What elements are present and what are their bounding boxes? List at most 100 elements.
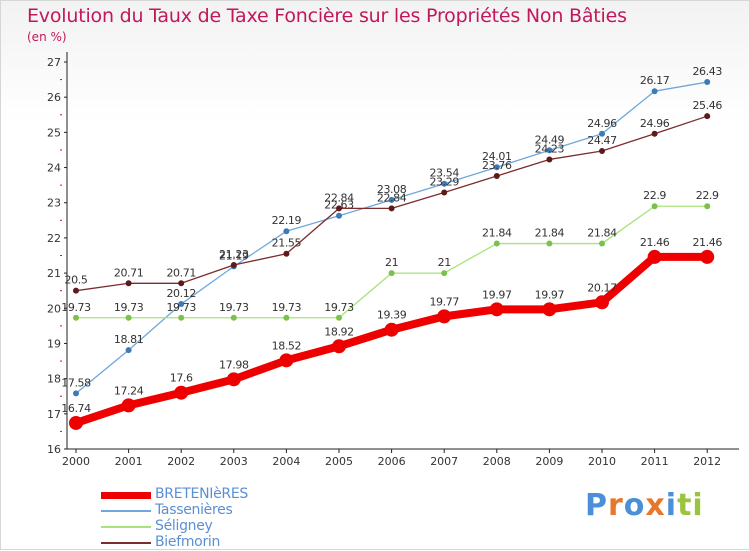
legend-label: BRETENIèRES — [155, 486, 248, 502]
data-point — [651, 88, 658, 95]
data-label: 16.74 — [61, 402, 91, 415]
data-label: 19.73 — [166, 301, 196, 314]
data-point — [437, 309, 452, 324]
data-label: 19.73 — [219, 301, 249, 314]
data-label: 21.84 — [587, 227, 617, 240]
data-label: 22.19 — [272, 214, 302, 227]
data-point — [441, 270, 448, 277]
data-point — [388, 196, 395, 203]
y-tick-label: 19 — [47, 337, 61, 350]
data-label: 19.73 — [324, 301, 354, 314]
logo-letter: r — [608, 488, 624, 523]
data-label: 25.46 — [692, 99, 722, 112]
data-point — [336, 212, 342, 219]
data-point — [651, 130, 658, 137]
data-point — [647, 249, 662, 264]
x-tick-label: 2009 — [535, 455, 563, 468]
y-tick-label: 22 — [47, 232, 61, 245]
data-point — [546, 156, 553, 163]
data-label: 23.54 — [429, 167, 459, 180]
data-label: 17.58 — [61, 376, 91, 389]
data-point — [69, 415, 83, 430]
legend-label: Tassenières — [155, 502, 233, 518]
y-tick-label: 27 — [47, 56, 61, 69]
data-point — [546, 147, 553, 154]
data-label: 18.92 — [324, 325, 354, 338]
x-tick-label: 2006 — [378, 455, 406, 468]
data-point — [599, 240, 605, 247]
data-label: 21 — [385, 256, 398, 269]
data-label: 20.5 — [65, 274, 88, 287]
y-tick-label: 26 — [47, 91, 61, 104]
data-label: 20.17 — [587, 281, 617, 294]
data-label: 17.24 — [114, 384, 144, 397]
data-point — [595, 295, 609, 310]
data-point — [73, 390, 79, 397]
data-point — [388, 205, 395, 212]
data-label: 19.73 — [272, 301, 302, 314]
logo-letter: i — [665, 488, 678, 523]
x-tick-label: 2004 — [272, 455, 300, 468]
legend-item: Biefmorin — [101, 534, 361, 551]
data-point — [704, 79, 711, 86]
series-seligney: 19.73 19.73 19.73 19.73 19.73 19.73 21 21 21.84 2… — [61, 189, 719, 321]
data-label: 20.71 — [114, 266, 144, 279]
x-tick-label: 2000 — [62, 455, 90, 468]
x-tick-label: 2010 — [588, 455, 616, 468]
data-point — [493, 240, 500, 247]
data-point — [226, 372, 241, 387]
data-point — [332, 339, 346, 354]
data-label: 19.73 — [61, 301, 91, 314]
data-point — [546, 240, 553, 247]
chart-title: Evolution du Taux de Taxe Foncière sur l… — [27, 5, 627, 27]
data-point — [651, 203, 658, 210]
data-label: 20.71 — [166, 266, 196, 279]
logo-letter: o — [623, 488, 646, 523]
data-label: 22.9 — [696, 189, 719, 202]
data-label: 24.47 — [587, 134, 617, 147]
data-point — [388, 270, 395, 277]
x-tick-label: 2008 — [483, 455, 511, 468]
legend-item: BRETENIèRES — [101, 486, 361, 503]
data-point — [700, 249, 715, 264]
data-point — [336, 205, 342, 212]
legend-swatch — [101, 492, 151, 499]
data-label: 22.84 — [377, 191, 407, 204]
x-tick-label: 2001 — [115, 455, 143, 468]
data-point — [125, 314, 132, 321]
legend: BRETENIèRES Tassenières Séligney Biefmorin — [101, 486, 361, 551]
data-point — [178, 301, 185, 308]
x-tick-label: 2011 — [641, 455, 669, 468]
data-label: 19.77 — [429, 295, 459, 308]
logo-letter: i — [692, 488, 704, 523]
data-label: 18.52 — [272, 339, 302, 352]
data-label: 24.49 — [535, 133, 565, 146]
x-tick-label: 2012 — [693, 455, 721, 468]
data-label: 23.08 — [377, 183, 407, 196]
data-label: 21.46 — [692, 236, 722, 249]
data-point — [336, 314, 342, 321]
data-label: 24.01 — [482, 150, 512, 163]
legend-item: Séligney — [101, 518, 361, 535]
logo-letter: P — [585, 488, 608, 523]
chart-unit-label: (en %) — [27, 30, 67, 44]
x-tick-label: 2003 — [220, 455, 248, 468]
data-point — [542, 302, 557, 317]
data-label: 21.46 — [640, 236, 670, 249]
data-point — [178, 314, 185, 321]
series-tassenieres: 17.5818.8120.1221.1922.1922.6323.0823.54… — [61, 65, 723, 397]
legend-swatch — [101, 526, 151, 528]
data-label: 21.19 — [219, 249, 249, 262]
logo-letter: t — [677, 488, 693, 523]
data-label: 21.84 — [535, 227, 565, 240]
data-label: 19.97 — [482, 288, 512, 301]
legend-swatch — [101, 542, 151, 544]
data-label: 23.29 — [429, 176, 459, 189]
x-tick-label: 2002 — [167, 455, 195, 468]
data-label: 21.23 — [219, 248, 249, 261]
x-tick-label: 2007 — [430, 455, 458, 468]
data-label: 18.81 — [114, 333, 144, 346]
data-label: 26.17 — [640, 74, 670, 87]
legend-label: Biefmorin — [155, 534, 221, 550]
